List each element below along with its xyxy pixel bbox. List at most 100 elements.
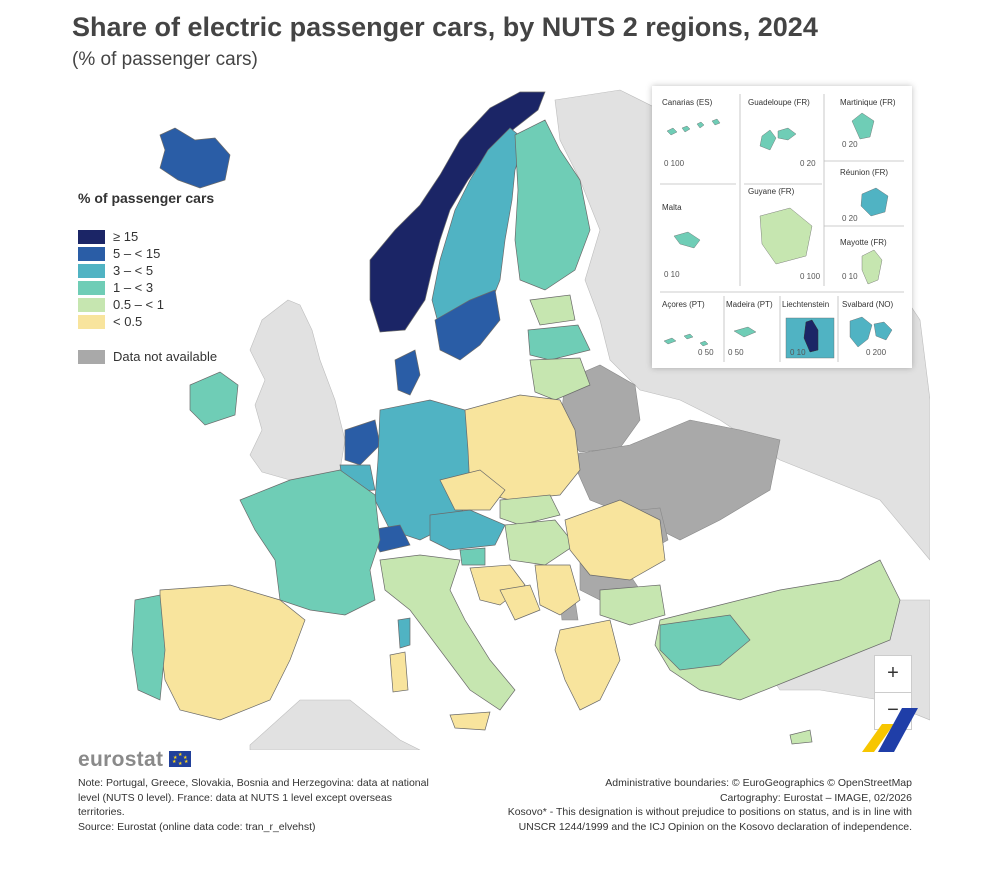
legend-item-5-15: 5 – < 15 xyxy=(78,245,217,262)
serbia-region xyxy=(534,564,581,616)
note-line: Source: Eurostat (online data code: tran… xyxy=(78,820,316,833)
inset-label-madeira: Madeira (PT) xyxy=(726,300,773,309)
eurostat-logo: eurostat xyxy=(78,748,164,771)
uk-land xyxy=(249,299,346,481)
note-line: Kosovo* - This designation is without pr… xyxy=(507,806,912,818)
note-line: Administrative boundaries: © EuroGeograp… xyxy=(605,777,912,789)
legend-item-na: Data not available xyxy=(78,348,217,365)
spain-region xyxy=(159,584,306,721)
footer-note-right: Administrative boundaries: © EuroGeograp… xyxy=(392,776,912,834)
legend-swatch xyxy=(78,263,105,278)
legend-title: % of passenger cars xyxy=(78,190,215,206)
legend-label: Data not available xyxy=(113,349,218,364)
sardinia-region xyxy=(389,651,409,693)
zoom-in-button[interactable]: + xyxy=(874,655,912,693)
turkey-west-region xyxy=(659,614,751,671)
scale-martinique: 0 20 xyxy=(842,140,858,149)
hungary-region xyxy=(504,519,576,566)
legend-label: 3 – < 5 xyxy=(113,263,154,278)
note-line: territories. xyxy=(78,806,125,818)
legend-swatch xyxy=(78,297,105,312)
legend-label: 0.5 – < 1 xyxy=(113,297,164,312)
cyprus-region xyxy=(789,729,813,745)
note-line: Cartography: Eurostat – IMAGE, 02/2026 xyxy=(719,791,912,804)
italy-region xyxy=(379,554,516,711)
legend-swatch xyxy=(78,349,105,364)
legend-swatch xyxy=(78,246,105,261)
map-subtitle: (% of passenger cars) xyxy=(72,49,258,70)
inset-panel: Canarias (ES) 0 100 Guadeloupe (FR) 0 20… xyxy=(652,86,912,368)
denmark-region xyxy=(394,349,421,396)
czechia-region xyxy=(439,469,506,511)
scale-canarias: 0 100 xyxy=(664,159,685,168)
slovakia-region xyxy=(499,494,561,526)
iceland-region xyxy=(159,127,231,189)
malta-shape xyxy=(673,231,701,249)
latvia-region xyxy=(527,324,591,361)
legend-label: 5 – < 15 xyxy=(113,246,161,261)
inset-label-guyane: Guyane (FR) xyxy=(748,187,795,196)
corsica-region xyxy=(397,617,411,649)
reunion-shape xyxy=(860,187,889,217)
greece-region xyxy=(554,619,621,711)
inset-label-mayotte: Mayotte (FR) xyxy=(840,238,887,247)
austria-region xyxy=(429,509,506,551)
legend-item-ge15: ≥ 15 xyxy=(78,228,217,245)
portugal-region xyxy=(131,594,166,701)
inset-label-malta: Malta xyxy=(662,203,682,212)
romania-region xyxy=(564,499,666,581)
legend-swatch xyxy=(78,229,105,244)
scale-madeira: 0 50 xyxy=(728,348,744,357)
sweden-region xyxy=(431,127,526,351)
data-regions[interactable] xyxy=(131,91,901,745)
inset-dividers xyxy=(660,94,904,362)
legend-swatch xyxy=(78,280,105,295)
legend-label: < 0.5 xyxy=(113,314,143,329)
guyane-shape xyxy=(759,207,813,265)
inset-label-svalbard: Svalbard (NO) xyxy=(842,300,894,309)
france-region xyxy=(239,469,381,616)
legend-item-05-1: 0.5 – < 1 xyxy=(78,296,217,313)
inset-label-guadeloupe: Guadeloupe (FR) xyxy=(748,98,810,107)
netherlands-region xyxy=(344,419,381,466)
mayotte-shape xyxy=(861,249,883,285)
legend-label: ≥ 15 xyxy=(113,229,139,244)
scale-mayotte: 0 10 xyxy=(842,272,858,281)
corner-logo-icon xyxy=(862,708,918,752)
inset-label-liechtenstein: Liechtenstein xyxy=(782,300,830,309)
scale-guyane: 0 100 xyxy=(800,272,821,281)
bulgaria-region xyxy=(599,584,666,626)
inset-label-martinique: Martinique (FR) xyxy=(840,98,896,107)
lithuania-region xyxy=(529,357,591,401)
scale-guadeloupe: 0 20 xyxy=(800,159,816,168)
scale-acores: 0 50 xyxy=(698,348,714,357)
scale-liechtenstein: 0 10 xyxy=(790,348,806,357)
sicily-region xyxy=(449,711,491,731)
liechtenstein-shape xyxy=(803,319,819,353)
footer-note-left: Note: Portugal, Greece, Slovakia, Bosnia… xyxy=(78,776,478,834)
north-africa-land xyxy=(249,699,421,750)
ireland-region xyxy=(189,371,239,426)
inset-label-canarias: Canarias (ES) xyxy=(662,98,713,107)
acores-shape xyxy=(663,333,709,347)
map-title: Share of electric passenger cars, by NUT… xyxy=(72,12,818,42)
legend-swatch xyxy=(78,314,105,329)
eu-flag-icon: ★ ★ ★ ★ ★ ★ xyxy=(169,751,191,767)
note-line: UNSCR 1244/1999 and the ICJ Opinion on t… xyxy=(518,820,912,833)
poland-region xyxy=(464,394,581,501)
estonia-region xyxy=(529,294,576,326)
scale-svalbard: 0 200 xyxy=(866,348,887,357)
legend-item-lt05: < 0.5 xyxy=(78,313,217,330)
inset-label-reunion: Réunion (FR) xyxy=(840,168,889,177)
bosnia-region xyxy=(499,584,541,621)
canarias-shape xyxy=(666,118,721,136)
sweden-south-region xyxy=(434,289,501,361)
legend-label: 1 – < 3 xyxy=(113,280,154,295)
note-line: level (NUTS 0 level). France: data at NU… xyxy=(78,791,392,804)
legend-item-1-3: 1 – < 3 xyxy=(78,279,217,296)
martinique-shape xyxy=(851,112,875,140)
scale-malta: 0 10 xyxy=(664,270,680,279)
slovenia-region xyxy=(459,547,486,566)
guadeloupe-shape xyxy=(759,127,797,151)
scale-reunion: 0 20 xyxy=(842,214,858,223)
